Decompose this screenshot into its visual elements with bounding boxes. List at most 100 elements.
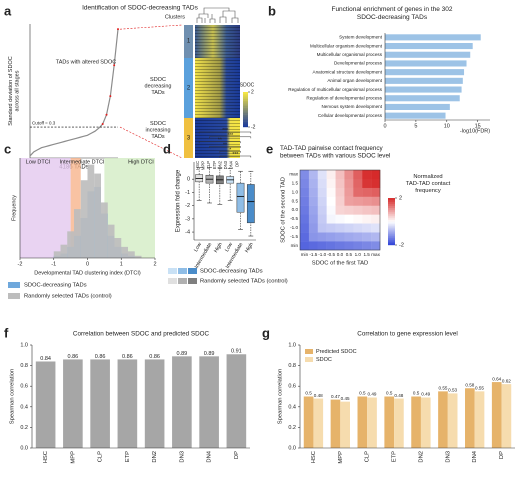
colorbar-cell bbox=[388, 209, 395, 212]
heat-cell bbox=[300, 223, 310, 233]
legend-swatch bbox=[178, 278, 187, 284]
heat-cell bbox=[326, 178, 336, 188]
bar bbox=[330, 399, 341, 448]
label: Developmental process bbox=[334, 61, 383, 66]
colorbar-cell bbox=[243, 104, 248, 107]
bar bbox=[474, 391, 485, 448]
colorbar-cell bbox=[243, 111, 248, 114]
heat-cell bbox=[326, 196, 336, 206]
colorbar-cell bbox=[243, 113, 248, 115]
heat-cell bbox=[335, 178, 345, 188]
hist-bar bbox=[121, 246, 128, 258]
label: SDOC bbox=[316, 357, 332, 363]
bar bbox=[303, 396, 314, 448]
label: 0.5 bbox=[359, 391, 366, 396]
heat-cell bbox=[362, 178, 372, 188]
heat-cell bbox=[308, 178, 318, 188]
label: 0.62 bbox=[502, 378, 511, 383]
bar bbox=[385, 51, 471, 58]
colorbar-cell bbox=[243, 100, 248, 103]
label: Regulation of developmental process bbox=[306, 95, 382, 100]
label: Expression fold change bbox=[176, 169, 182, 232]
panel-title: Identification of SDOC-decreasing TADs bbox=[82, 5, 198, 12]
colorbar-cell bbox=[388, 231, 395, 234]
heat-cell bbox=[335, 232, 345, 242]
heat-cell bbox=[362, 241, 372, 251]
label: 1.5 bbox=[292, 181, 299, 186]
label: 3 bbox=[187, 136, 191, 142]
label: 0.4 bbox=[288, 404, 296, 410]
label: *** bbox=[222, 128, 228, 134]
label: *** bbox=[232, 152, 238, 158]
colorbar-cell bbox=[388, 221, 395, 224]
significance-bracket bbox=[219, 155, 252, 158]
label: High bbox=[213, 242, 224, 254]
bar bbox=[438, 391, 448, 448]
hist-bar bbox=[94, 173, 101, 258]
label: 0.58 bbox=[465, 382, 474, 387]
text-line: SDOC bbox=[150, 77, 166, 83]
hist-bar bbox=[60, 244, 68, 258]
heat-cell bbox=[326, 187, 336, 197]
colorbar-cell bbox=[243, 121, 248, 124]
bar bbox=[357, 396, 368, 448]
label: 0.84 bbox=[40, 356, 51, 362]
label: 0.2 bbox=[20, 425, 28, 431]
label: SDOC decreasing TADs bbox=[145, 77, 172, 96]
label: max bbox=[289, 172, 298, 177]
label: 0.2 bbox=[288, 425, 296, 431]
heat-cell bbox=[362, 223, 372, 233]
heat-cell bbox=[353, 178, 363, 188]
label: 0.89 bbox=[177, 351, 188, 357]
label: Normalized TAD-TAD contact frequency bbox=[406, 174, 451, 194]
heat-cell bbox=[362, 187, 372, 197]
heat-cell bbox=[344, 241, 354, 251]
label: Predicted SDOC bbox=[316, 349, 357, 355]
label: *** bbox=[227, 133, 233, 139]
text-line: TADs bbox=[151, 91, 165, 97]
label: Spearman correlation bbox=[10, 369, 16, 424]
label: -1.5 bbox=[290, 234, 298, 239]
label: -3 bbox=[185, 216, 190, 222]
heat-cell bbox=[300, 205, 310, 215]
dtci-region bbox=[20, 158, 71, 258]
label: 0.49 bbox=[368, 392, 377, 397]
heat-cell bbox=[300, 241, 310, 251]
label: min bbox=[301, 252, 309, 257]
text-line: TAD-TAD pairwise contact frequency bbox=[280, 145, 384, 152]
heat-cell bbox=[371, 205, 381, 215]
bar bbox=[385, 112, 446, 119]
colorbar-cell bbox=[243, 114, 248, 117]
colorbar-cell bbox=[243, 99, 248, 101]
label: Cellular developmental process bbox=[318, 113, 383, 118]
heat-cell bbox=[371, 170, 381, 180]
label: HSC bbox=[311, 451, 317, 463]
bar bbox=[117, 359, 138, 448]
heat-cell bbox=[300, 187, 310, 197]
legend-swatch bbox=[8, 282, 20, 288]
colorbar-cell bbox=[388, 211, 395, 214]
heat-cell bbox=[362, 170, 372, 180]
bar bbox=[144, 359, 165, 448]
label: 0.5 bbox=[346, 252, 353, 257]
heat-cell bbox=[335, 223, 345, 233]
bar bbox=[90, 359, 110, 448]
cluster-bar bbox=[184, 58, 193, 118]
label: 2 bbox=[399, 195, 402, 201]
bar bbox=[491, 382, 502, 448]
label: CLP bbox=[365, 451, 371, 462]
label: DN4 bbox=[207, 450, 213, 462]
hist-bar bbox=[107, 224, 115, 258]
label: SDOC increasing TADs bbox=[145, 121, 170, 140]
colorbar-cell bbox=[388, 205, 395, 208]
panel-letter: c bbox=[4, 141, 11, 156]
label: CLP bbox=[98, 451, 104, 462]
heat-cell bbox=[326, 232, 336, 242]
colorbar-cell bbox=[388, 243, 395, 246]
legend-swatch bbox=[168, 278, 177, 284]
legend-swatch bbox=[188, 278, 197, 284]
label: Frequency bbox=[11, 195, 17, 221]
colorbar-cell bbox=[243, 120, 248, 122]
colorbar-cell bbox=[243, 118, 248, 121]
